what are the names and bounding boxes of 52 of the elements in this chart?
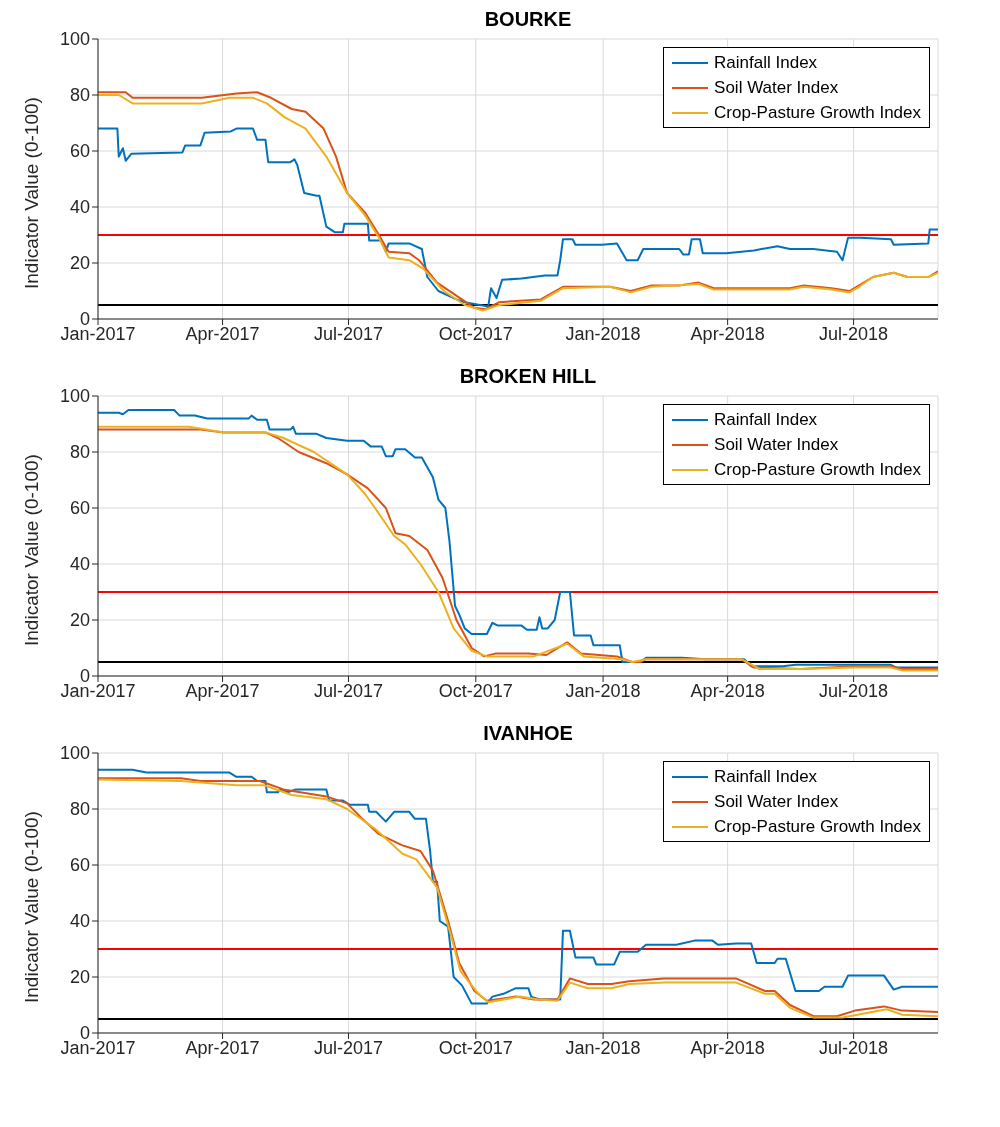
x-tick-label: Jan-2018 [565, 680, 641, 701]
y-tick-label: 60 [69, 498, 90, 519]
y-tick-label: 0 [79, 1023, 90, 1044]
legend-label: Soil Water Index [714, 77, 839, 99]
y-tick-label: 100 [59, 29, 90, 50]
x-tick-label: Jul-2017 [313, 323, 383, 344]
y-tick-label: 80 [69, 799, 90, 820]
legend-label: Rainfall Index [714, 766, 818, 788]
x-tick-label: Jan-2018 [565, 323, 641, 344]
y-tick-label: 0 [79, 666, 90, 687]
legend-label: Crop-Pasture Growth Index [714, 102, 921, 124]
line-series [98, 127, 938, 308]
x-tick-label: Oct-2017 [438, 323, 513, 344]
legend-label: Soil Water Index [714, 434, 839, 456]
y-tick-label: 20 [69, 967, 90, 988]
x-tick-label: Jan-2018 [565, 1037, 641, 1058]
chart-title: BOURKE [483, 8, 573, 31]
legend-label: Crop-Pasture Growth Index [714, 459, 921, 481]
x-tick-label: Apr-2018 [690, 1037, 765, 1058]
x-tick-label: Apr-2017 [185, 323, 260, 344]
x-tick-label: Jul-2018 [819, 323, 889, 344]
y-tick-label: 40 [69, 911, 90, 932]
y-tick-label: 100 [59, 743, 90, 764]
y-axis-title: Indicator Value (0-100) [20, 97, 42, 289]
y-tick-label: 60 [69, 141, 90, 162]
chart-title: BROKEN HILL [458, 365, 598, 388]
x-tick-label: Jul-2018 [819, 680, 889, 701]
chart-title: IVANHOE [482, 722, 574, 745]
y-tick-label: 80 [69, 85, 90, 106]
legend-label: Rainfall Index [714, 52, 818, 74]
y-tick-label: 40 [69, 197, 90, 218]
x-tick-label: Oct-2017 [438, 680, 513, 701]
legend-label: Soil Water Index [714, 791, 839, 813]
x-tick-label: Jul-2017 [313, 1037, 383, 1058]
y-tick-label: 100 [59, 386, 90, 407]
y-tick-label: 20 [69, 253, 90, 274]
y-tick-label: 0 [79, 309, 90, 330]
x-tick-label: Apr-2018 [690, 680, 765, 701]
y-tick-label: 80 [69, 442, 90, 463]
y-tick-label: 60 [69, 855, 90, 876]
legend-label: Crop-Pasture Growth Index [714, 816, 921, 838]
x-tick-label: Jul-2017 [313, 680, 383, 701]
legend-label: Rainfall Index [714, 409, 818, 431]
x-tick-label: Apr-2018 [690, 323, 765, 344]
x-tick-label: Apr-2017 [185, 680, 260, 701]
y-axis-title: Indicator Value (0-100) [20, 811, 42, 1003]
x-tick-label: Oct-2017 [438, 1037, 513, 1058]
y-tick-label: 20 [69, 610, 90, 631]
y-axis-title: Indicator Value (0-100) [20, 454, 42, 646]
y-tick-label: 40 [69, 554, 90, 575]
x-tick-label: Apr-2017 [185, 1037, 260, 1058]
x-tick-label: Jul-2018 [819, 1037, 889, 1058]
